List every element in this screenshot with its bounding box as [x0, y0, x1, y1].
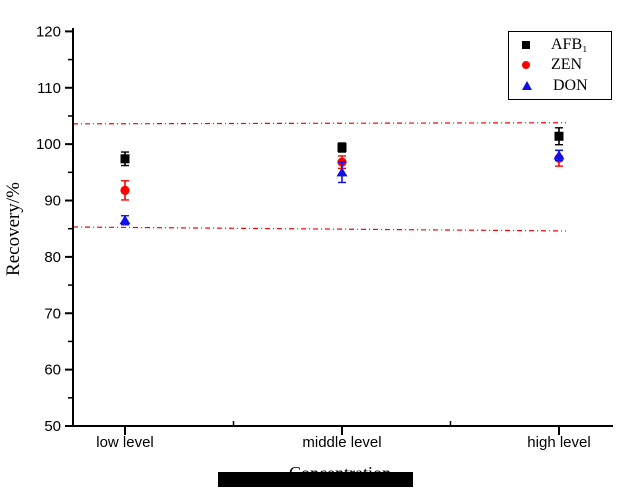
x-tick-label: high level	[527, 434, 590, 451]
y-tick-label: 90	[44, 193, 61, 210]
redaction-bar	[218, 472, 413, 487]
x-tick-label: middle level	[302, 434, 381, 451]
data-point-square	[554, 131, 564, 141]
legend-item-zen: ZEN	[522, 55, 611, 75]
y-tick-label: 70	[44, 305, 61, 322]
y-tick-label: 80	[44, 249, 61, 266]
data-point-circle	[120, 185, 130, 195]
data-point-square	[120, 154, 130, 164]
y-tick-label: 50	[44, 418, 61, 435]
square-marker-icon	[522, 41, 530, 50]
legend-item-afb1: AFB₁	[522, 35, 611, 55]
circle-marker-icon	[522, 61, 530, 70]
y-tick-label: 60	[44, 362, 61, 379]
data-point-triangle	[119, 215, 131, 225]
y-tick-label: 110	[37, 80, 61, 97]
data-point-triangle	[336, 167, 348, 177]
x-tick-label: low level	[96, 434, 154, 451]
legend-label-afb1: AFB₁	[551, 36, 588, 54]
legend-label-don: DON	[553, 76, 588, 94]
upper-limit-line	[72, 122, 567, 125]
triangle-marker-icon	[522, 81, 532, 91]
lower-limit-line	[72, 226, 567, 232]
y-axis-title: Recovery/%	[3, 182, 24, 276]
legend: AFB₁ ZEN DON	[508, 31, 612, 100]
data-point-square	[337, 143, 347, 153]
legend-item-don: DON	[522, 76, 611, 96]
legend-label-zen: ZEN	[551, 56, 583, 74]
y-tick-label: 120	[36, 23, 61, 40]
y-tick-label: 100	[36, 136, 61, 153]
data-point-triangle	[553, 150, 565, 160]
